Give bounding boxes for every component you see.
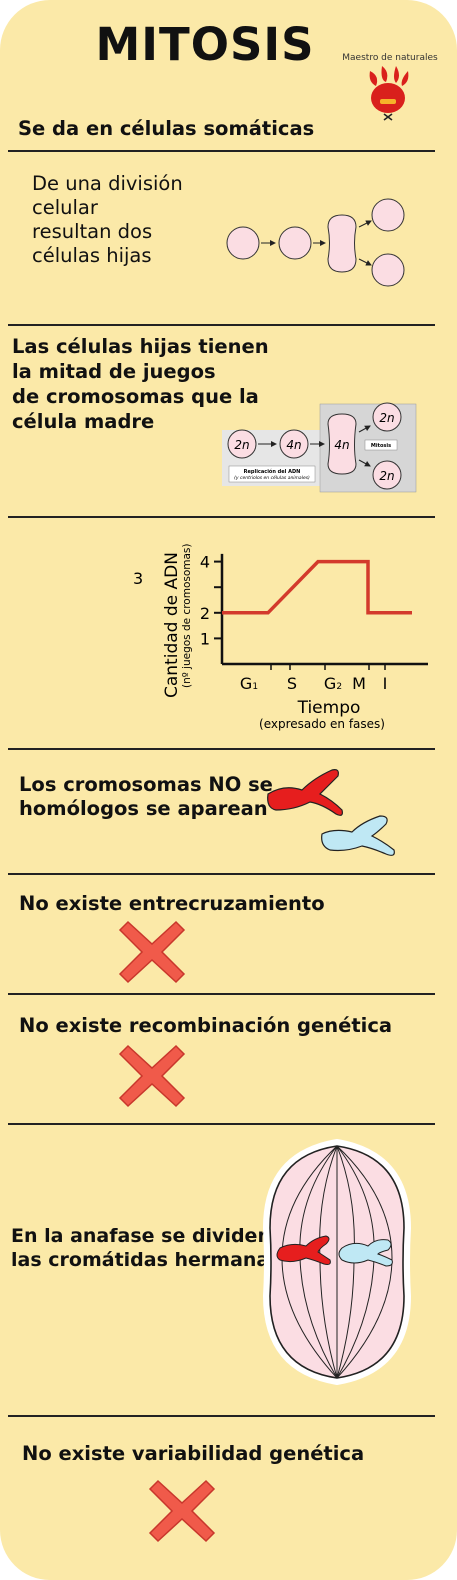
recombination-text: No existe recombinación genética <box>19 1014 393 1037</box>
divider <box>8 993 435 995</box>
page-title: MITOSIS <box>95 18 315 71</box>
pairing-text: Los cromosomas NO se homólogos se aparea… <box>19 773 273 820</box>
red-chromatid-icon <box>276 1235 331 1265</box>
divider <box>8 150 435 152</box>
logo: Maestro de naturales <box>342 53 438 121</box>
x-tick-label: I <box>383 674 388 693</box>
cell-division-diagram <box>226 198 405 287</box>
label-2n-top: 2n <box>379 411 394 425</box>
blue-chromosome-icon <box>321 815 395 856</box>
divider <box>8 1123 435 1125</box>
x-tick-label: G2 <box>324 674 342 693</box>
chart-xlabel: Tiempo <box>297 698 361 718</box>
label-2n: 2n <box>234 438 249 452</box>
label-2n-bottom: 2n <box>379 469 394 483</box>
divider <box>8 324 435 326</box>
somatic-text: Se da en células somáticas <box>18 117 315 140</box>
crossing-over-text: No existe entrecruzamiento <box>19 892 325 915</box>
replication-sub: (y centriolos en células animales) <box>234 474 310 481</box>
chromosome-sets-text: Las células hijas tienen la mitad de jue… <box>12 335 269 433</box>
chart-plot-area: 1 2 4 G1 S G2 M I <box>200 553 428 693</box>
label-4n: 4n <box>286 438 301 452</box>
label-4n-dividing: 4n <box>334 438 349 452</box>
variability-text: No existe variabilidad genética <box>22 1442 365 1465</box>
chart-side-label: 3 <box>133 569 143 588</box>
blue-chromatid-icon <box>338 1239 393 1267</box>
chart-xlabel-sub: (expresado en fases) <box>259 717 385 731</box>
replication-label: Replicación del ADN <box>244 468 301 475</box>
divider <box>8 1415 435 1417</box>
red-chromosome-icon <box>267 769 343 816</box>
division-text: De una división celular resultan dos cél… <box>32 172 183 267</box>
cross-icon <box>118 920 186 984</box>
cross-icon <box>148 1479 216 1543</box>
x-tick-label: G1 <box>240 674 258 693</box>
anaphase-text: En la anafase se dividen las cromátidas … <box>11 1225 281 1271</box>
paw-icon <box>369 66 409 121</box>
logo-text: Maestro de naturales <box>342 53 438 63</box>
divider <box>8 748 435 750</box>
mitosis-label: Mitosis <box>371 443 391 449</box>
chromosome-sets-diagram: 2n 4n Replicación del ADN (y centriolos … <box>222 402 417 493</box>
chart-ylabel-sub: (nº juegos de cromosomas) <box>181 544 193 689</box>
x-tick-label: S <box>287 674 297 693</box>
cross-icon <box>118 1044 186 1108</box>
chromosome-pair-icon <box>267 769 395 856</box>
anaphase-cell-diagram <box>262 1138 412 1386</box>
divider <box>8 873 435 875</box>
dna-chart: 3 Cantidad de ADN (nº juegos de cromosom… <box>133 544 428 731</box>
dna-line-series <box>222 559 412 615</box>
y-tick-label: 4 <box>200 553 210 572</box>
y-tick-label: 2 <box>200 604 210 623</box>
chart-ylabel: Cantidad de ADN <box>162 552 182 698</box>
x-tick-label: M <box>352 674 366 693</box>
y-tick-label: 1 <box>200 629 210 648</box>
divider <box>8 516 435 518</box>
